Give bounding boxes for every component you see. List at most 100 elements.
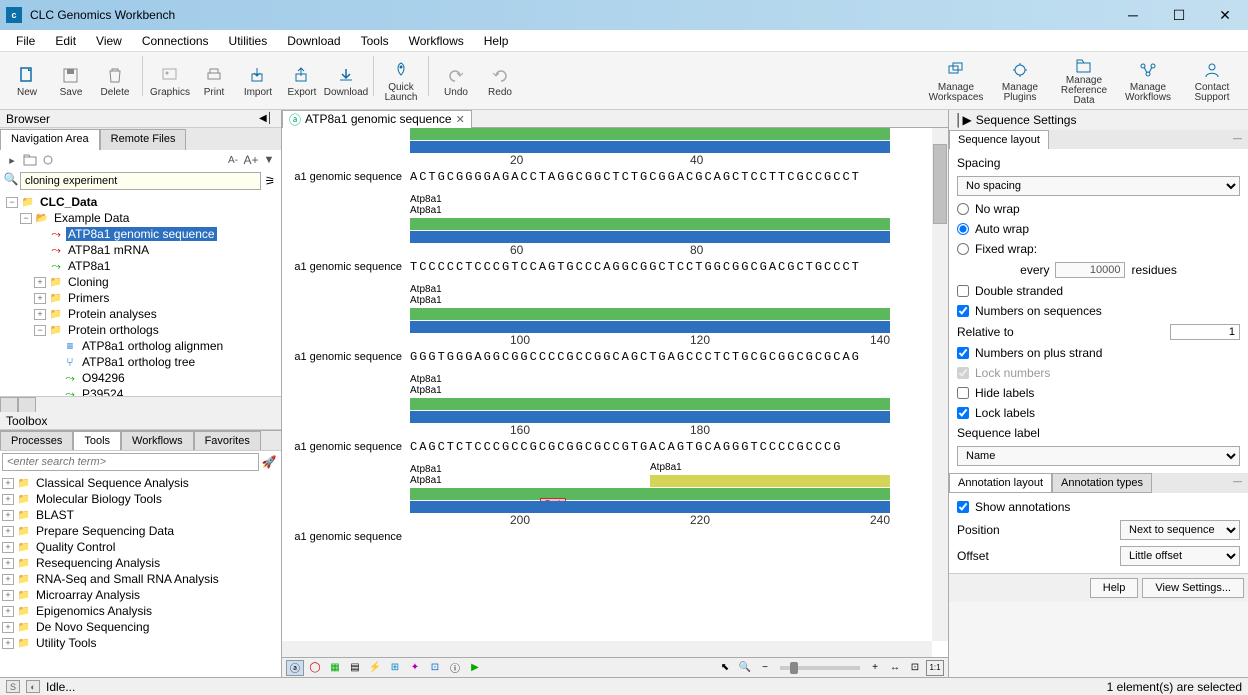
- view-settings-button[interactable]: View Settings...: [1142, 578, 1244, 598]
- tree-item[interactable]: +📁Cloning: [2, 274, 279, 290]
- zoom-tool-icon[interactable]: 🔍: [736, 660, 754, 676]
- toolbox-item[interactable]: +📁Classical Sequence Analysis: [2, 475, 279, 491]
- menu-tools[interactable]: Tools: [351, 32, 399, 50]
- new-button[interactable]: New: [6, 56, 48, 106]
- zoom-slider[interactable]: [780, 666, 860, 670]
- double-stranded-check[interactable]: [957, 285, 969, 297]
- menu-workflows[interactable]: Workflows: [399, 32, 474, 50]
- font-larger[interactable]: A+: [243, 152, 259, 168]
- toolbox-tab-processes[interactable]: Processes: [0, 431, 73, 450]
- toolbox-tab-favorites[interactable]: Favorites: [194, 431, 261, 450]
- tree-toggle-icon[interactable]: +: [2, 574, 14, 585]
- toolbox-tab-workflows[interactable]: Workflows: [121, 431, 194, 450]
- annotation-bar-green[interactable]: [410, 398, 890, 410]
- workspaces-button[interactable]: ManageWorkspaces: [926, 56, 986, 106]
- annotation-bar-green[interactable]: [410, 218, 890, 230]
- view-history-icon[interactable]: ▶: [466, 660, 484, 676]
- wrap-fixed-radio[interactable]: [957, 243, 969, 255]
- seq-hscroll[interactable]: [282, 641, 932, 657]
- tree-toggle-icon[interactable]: +: [2, 622, 14, 633]
- tree-toggle-icon[interactable]: −: [6, 197, 18, 208]
- toolbox-item[interactable]: +📁RNA-Seq and Small RNA Analysis: [2, 571, 279, 587]
- annotation-bar-blue[interactable]: [410, 231, 890, 243]
- collapse-layout-icon[interactable]: —: [1227, 130, 1248, 149]
- menu-view[interactable]: View: [86, 32, 132, 50]
- menu-edit[interactable]: Edit: [45, 32, 86, 50]
- download-button[interactable]: Download: [325, 56, 367, 106]
- show-annot-check[interactable]: [957, 501, 969, 513]
- annotation-bar-green[interactable]: [410, 128, 890, 140]
- tree-toggle-icon[interactable]: +: [2, 510, 14, 521]
- numbers-plus-check[interactable]: [957, 347, 969, 359]
- hide-labels-check[interactable]: [957, 387, 969, 399]
- delete-button[interactable]: Delete: [94, 56, 136, 106]
- sequence-text[interactable]: CAGCTCTCCCGCCGCGCGGCGCCGTGACAGTGCAGGGTCC…: [410, 440, 842, 454]
- quick-launch-icon[interactable]: 🚀: [259, 453, 279, 471]
- tree-toggle-icon[interactable]: +: [2, 478, 14, 489]
- every-input[interactable]: [1055, 262, 1125, 278]
- view-table-icon[interactable]: ⊡: [426, 660, 444, 676]
- help-button[interactable]: Help: [1090, 578, 1139, 598]
- toolbox-item[interactable]: +📁Molecular Biology Tools: [2, 491, 279, 507]
- seq-vscroll[interactable]: [932, 128, 948, 641]
- nav-new-folder-icon[interactable]: [22, 152, 38, 168]
- tab-annot-layout[interactable]: Annotation layout: [949, 473, 1052, 493]
- zoom-sel-icon[interactable]: ⊡: [906, 660, 924, 676]
- redo-button[interactable]: Redo: [479, 56, 521, 106]
- tree-toggle-icon[interactable]: +: [2, 494, 14, 505]
- toolbox-item[interactable]: +📁Quality Control: [2, 539, 279, 555]
- view-dotplot-icon[interactable]: ⊞: [386, 660, 404, 676]
- zoom-out-icon[interactable]: −: [756, 660, 774, 676]
- tree-item[interactable]: ⑂ATP8a1 ortholog tree: [2, 354, 279, 370]
- seq-label-select[interactable]: Name: [957, 446, 1240, 466]
- toolbox-tab-tools[interactable]: Tools: [73, 431, 121, 450]
- offset-select[interactable]: Little offset: [1120, 546, 1240, 566]
- annotation-bar-green[interactable]: [410, 488, 890, 500]
- tree-toggle-icon[interactable]: +: [2, 590, 14, 601]
- toolbox-item[interactable]: +📁Microarray Analysis: [2, 587, 279, 603]
- editor-tab[interactable]: ⓐ ATP8a1 genomic sequence ✕: [282, 110, 472, 128]
- print-button[interactable]: Print: [193, 56, 235, 106]
- navigation-tree[interactable]: −📁CLC_Data−📂Example Data⤳ATP8a1 genomic …: [0, 192, 281, 396]
- tree-toggle-icon[interactable]: +: [2, 606, 14, 617]
- close-button[interactable]: ✕: [1202, 0, 1248, 30]
- zoom-100-icon[interactable]: 1:1: [926, 660, 944, 676]
- fit-width-icon[interactable]: ↔: [886, 660, 904, 676]
- zoom-in-icon[interactable]: +: [866, 660, 884, 676]
- tree-toggle-icon[interactable]: +: [34, 277, 46, 288]
- menu-utilities[interactable]: Utilities: [219, 32, 278, 50]
- view-info-icon[interactable]: ⓘ: [446, 660, 464, 676]
- tree-toggle-icon[interactable]: +: [2, 638, 14, 649]
- menu-help[interactable]: Help: [474, 32, 519, 50]
- wrap-auto-radio[interactable]: [957, 223, 969, 235]
- menu-file[interactable]: File: [6, 32, 45, 50]
- tree-item[interactable]: ⤳ATP8a1 genomic sequence: [2, 226, 279, 242]
- section-sequence-layout[interactable]: Sequence layout: [949, 130, 1049, 149]
- lock-labels-check[interactable]: [957, 407, 969, 419]
- sequence-text[interactable]: ACTGCGGGGAGACCTAGGCGGCTCTGCGGACGCAGCTCCT…: [410, 170, 861, 184]
- toolbox-tree[interactable]: +📁Classical Sequence Analysis+📁Molecular…: [0, 473, 281, 677]
- sequence-text[interactable]: GGGTGGGAGGCGGCCCCGCCGGCAGCTGAGCCCTCTGCGC…: [410, 350, 861, 364]
- search-input[interactable]: [20, 172, 261, 190]
- workflows-button[interactable]: ManageWorkflows: [1118, 56, 1178, 106]
- toolbox-item[interactable]: +📁De Novo Sequencing: [2, 619, 279, 635]
- tree-toggle-icon[interactable]: −: [34, 325, 46, 336]
- toolbox-item[interactable]: +📁Epigenomics Analysis: [2, 603, 279, 619]
- tree-toggle-icon[interactable]: +: [34, 309, 46, 320]
- toolbox-item[interactable]: +📁Utility Tools: [2, 635, 279, 651]
- status-box-s[interactable]: S: [6, 680, 20, 693]
- tree-toggle-icon[interactable]: +: [2, 542, 14, 553]
- tree-scroll-h[interactable]: [0, 396, 281, 412]
- tab-navigation-area[interactable]: Navigation Area: [0, 129, 100, 150]
- sequence-text[interactable]: TCCCCCTCCCGTCCAGTGCCCAGGCGGCTCCTGGCGGCGA…: [410, 260, 861, 274]
- wrap-no-radio[interactable]: [957, 203, 969, 215]
- sequence-view[interactable]: 2040a1 genomic sequenceACTGCGGGGAGACCTAG…: [282, 128, 948, 657]
- toolbox-item[interactable]: +📁Resequencing Analysis: [2, 555, 279, 571]
- tree-item[interactable]: ≡ATP8a1 ortholog alignmen: [2, 338, 279, 354]
- tree-item[interactable]: −📁CLC_Data: [2, 194, 279, 210]
- tab-remote-files[interactable]: Remote Files: [100, 129, 187, 150]
- tree-toggle-icon[interactable]: +: [2, 526, 14, 537]
- view-restrict-icon[interactable]: ⚡: [366, 660, 384, 676]
- view-seq-icon[interactable]: ⓐ: [286, 660, 304, 676]
- tab-annot-types[interactable]: Annotation types: [1052, 473, 1152, 493]
